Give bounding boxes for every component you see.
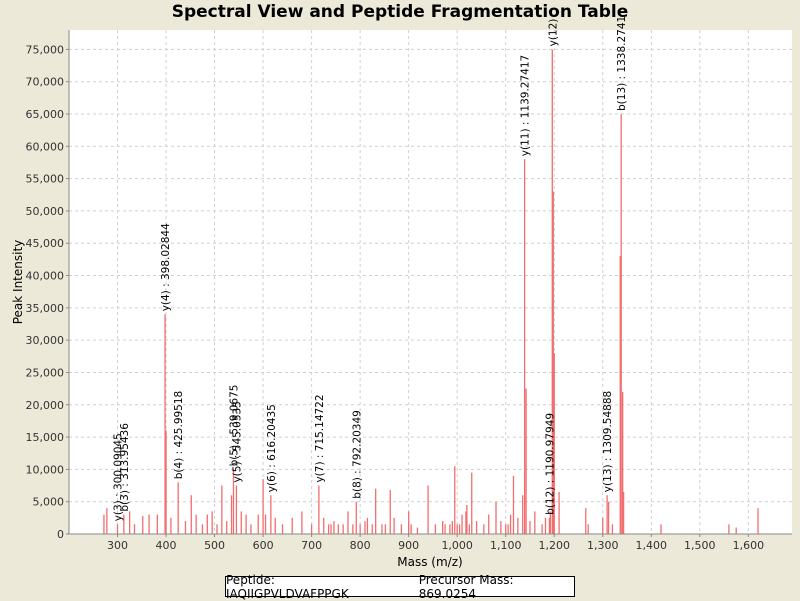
- peptide-info-box: Peptide: IAQIIGPVLDVAFPPGK Precursor Mas…: [225, 573, 575, 601]
- peak-annotation: y(4) : 398.02844: [160, 223, 172, 311]
- peak-annotation: y(7) : 715.14722: [314, 394, 326, 482]
- y-tick-label: 45,000: [26, 237, 65, 250]
- peak-annotation: y(12): [547, 19, 559, 47]
- x-tick-label: 1,500: [684, 539, 716, 552]
- y-tick-label: 35,000: [26, 302, 65, 315]
- x-axis-label: Mass (m/z): [397, 555, 462, 569]
- y-tick-label: 75,000: [26, 43, 65, 56]
- peak-annotation: b(13) : 1338.2741: [616, 16, 628, 111]
- y-tick-label: 10,000: [26, 463, 65, 476]
- y-tick-label: 50,000: [26, 205, 65, 218]
- peak-annotation: y(6) : 616.20435: [266, 404, 278, 492]
- chart-title: Spectral View and Peptide Fragmentation …: [171, 2, 629, 22]
- y-tick-label: 15,000: [26, 431, 65, 444]
- peak-annotation: y(5) : 545.0535: [231, 401, 243, 482]
- peak-annotation: y(3) : 300.09045: [113, 433, 125, 521]
- y-tick-label: 55,000: [26, 173, 65, 186]
- peak-annotation: b(12) : 1190.97949: [544, 413, 556, 515]
- x-tick-label: 700: [301, 539, 322, 552]
- x-tick-label: 900: [398, 539, 419, 552]
- precursor-mass-label: Precursor Mass: 869.0254: [418, 572, 514, 601]
- y-tick-label: 70,000: [26, 76, 65, 89]
- y-tick-label: 60,000: [26, 140, 65, 153]
- y-tick-label: 25,000: [26, 366, 65, 379]
- peak-annotation: b(5) : 539.0675: [228, 385, 240, 467]
- x-tick-label: 1,600: [733, 539, 765, 552]
- y-tick-label: 0: [57, 528, 64, 541]
- x-tick-label: 1,300: [587, 539, 619, 552]
- peak-annotation: y(13) : 1309.54888: [602, 391, 614, 492]
- x-tick-label: 300: [107, 539, 128, 552]
- y-tick-label: 65,000: [26, 108, 65, 121]
- x-tick-label: 800: [350, 539, 371, 552]
- peak-annotation: b(4) : 425.99518: [173, 391, 185, 480]
- x-tick-label: 1,000: [441, 539, 473, 552]
- y-tick-label: 40,000: [26, 270, 65, 283]
- y-tick-label: 30,000: [26, 334, 65, 347]
- x-tick-label: 1,200: [538, 539, 570, 552]
- x-tick-label: 400: [156, 539, 177, 552]
- tick-layer: 0 5,000 10,000 15,000 20,000 25,000 30,000 35,0…: [26, 43, 765, 552]
- x-tick-label: 1,400: [636, 539, 668, 552]
- peak-annotation: b(3) : 313.95436: [119, 423, 131, 512]
- peak-annotation: y(11) : 1139.27417: [520, 55, 532, 156]
- x-tick-label: 500: [204, 539, 225, 552]
- grid-layer: [69, 30, 792, 534]
- peptide-label: Peptide: IAQIIGPVLDVAFPPGK: [226, 572, 349, 601]
- y-tick-label: 5,000: [33, 496, 65, 509]
- y-axis-label: Peak Intensity: [11, 240, 25, 325]
- y-tick-label: 20,000: [26, 399, 65, 412]
- x-tick-label: 1,100: [490, 539, 522, 552]
- peak-layer: [103, 49, 759, 534]
- peak-annotation: b(8) : 792.20349: [351, 410, 363, 499]
- x-tick-label: 600: [253, 539, 274, 552]
